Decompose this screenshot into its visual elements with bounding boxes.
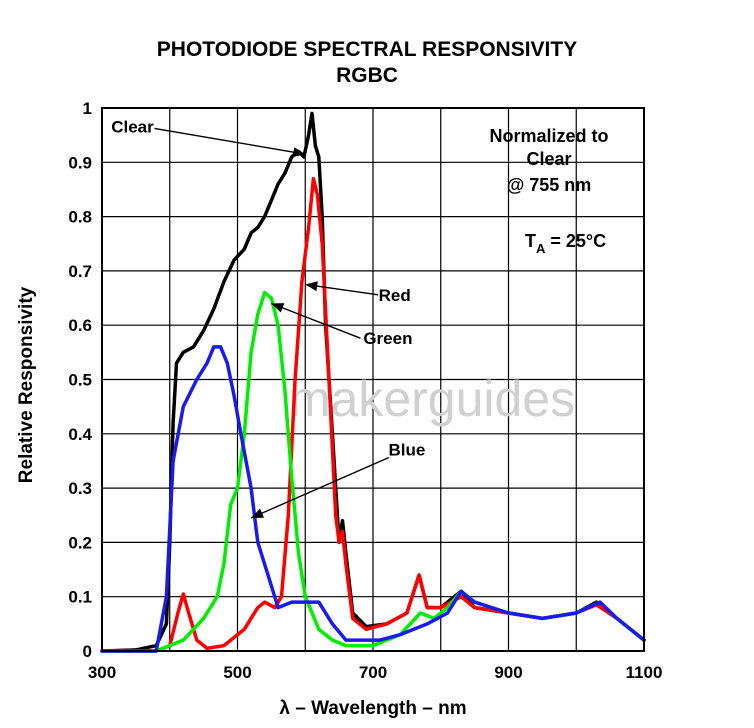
x-tick-labels: 300 500 700 900 1100 [88,663,663,682]
annotation-label-clear: Clear [111,117,154,136]
annotation-arrow-red [305,283,379,296]
y-tick-label: 0.7 [68,262,92,281]
x-tick-label: 500 [223,663,251,682]
annotation-arrowhead-green [271,303,285,313]
temperature-symbol: T [525,231,536,251]
temperature-value: = 25°C [545,231,606,251]
chart-title: PHOTODIODE SPECTRAL RESPONSIVITY [157,38,577,61]
y-tick-label: 1 [83,99,92,118]
x-tick-label: 900 [494,663,522,682]
info-line-1: Normalized to [489,126,608,146]
y-tick-label: 0 [83,642,92,661]
annotation-label-red: Red [379,286,411,305]
info-line-3: @ 755 nm [507,175,592,195]
y-axis-label: Relative Responsivity [16,286,37,483]
series-line-red [100,176,646,653]
chart-subtitle: RGBC [336,64,398,87]
annotation-label-green: Green [363,329,412,348]
info-line-2: Clear [526,149,571,169]
plot-frame [101,107,645,652]
annotation-arrow-green [271,302,361,339]
y-tick-label: 0.8 [68,208,92,227]
y-tick-label: 0.4 [68,425,92,444]
annotation-label-blue: Blue [388,441,425,460]
series-line-blue [100,345,646,653]
y-tick-label: 0.5 [68,371,92,390]
x-axis-label: λ – Wavelength – nm [279,698,466,719]
annotation-arrowhead-blue [251,508,265,518]
y-tick-label: 0.6 [68,316,92,335]
y-tick-label: 0.1 [68,588,92,607]
annotations: Clear Red Green Blue [111,117,425,519]
info-box: Normalized to Clear @ 755 nm TA = 25°C [489,126,608,256]
annotation-arrowhead-clear [292,147,306,158]
temperature-label: TA = 25°C [525,231,606,256]
x-tick-label: 700 [359,663,387,682]
annotation-arrow-clear [154,127,306,155]
x-tick-label: 1100 [626,663,663,682]
watermark-text: makerguides [289,371,575,427]
annotation-arrow-blue [250,456,390,519]
grid-lines [102,108,644,651]
annotation-arrowhead-red [305,281,318,292]
y-tick-labels: 0 0.1 0.2 0.3 0.4 0.5 0.6 0.7 0.8 0.9 1 [68,99,92,661]
series-lines [100,111,646,653]
y-tick-label: 0.3 [68,479,92,498]
y-tick-label: 0.9 [68,153,92,172]
temperature-subscript: A [536,241,546,256]
y-tick-label: 0.2 [68,533,92,552]
x-tick-label: 300 [88,663,116,682]
